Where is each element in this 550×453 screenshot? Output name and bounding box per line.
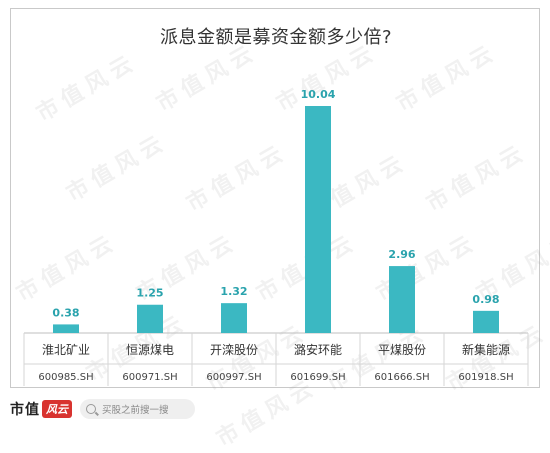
stock-code-label: 601918.SH (458, 372, 513, 383)
chart-frame: 派息金额是募资金额多少倍? (10, 8, 540, 388)
bar (137, 304, 163, 333)
bar-chart: 0.38 淮北矿业 600985.SH 1.25 恒源煤电 600971.SH 1.32 开滦… (23, 88, 529, 386)
stock-code-label: 600985.SH (38, 372, 93, 383)
data-label: 0.98 (472, 293, 499, 306)
category-label: 新集能源 (462, 342, 510, 357)
bar (389, 266, 415, 333)
brand-logo-text: 市值 (10, 401, 40, 418)
stock-code-label: 601666.SH (374, 372, 429, 383)
bar (53, 324, 79, 333)
brand-logo-badge: 风云 (42, 399, 72, 418)
stock-code-label: 600997.SH (206, 372, 261, 383)
bar (473, 310, 499, 333)
search-box[interactable]: 买股之前搜一搜 (80, 398, 195, 419)
search-placeholder: 买股之前搜一搜 (102, 404, 169, 416)
category-label: 淮北矿业 (42, 343, 90, 357)
data-label: 2.96 (388, 248, 415, 261)
category-label: 平煤股份 (378, 343, 426, 357)
bar (305, 106, 331, 333)
category-label: 开滦股份 (210, 342, 258, 357)
category-label: 恒源煤电 (126, 343, 174, 357)
search-icon (86, 403, 96, 414)
bar (221, 303, 247, 333)
category-label: 潞安环能 (294, 342, 342, 357)
chart-title: 派息金额是募资金额多少倍? (159, 27, 393, 48)
stock-code-label: 600971.SH (122, 372, 177, 383)
data-label: 10.04 (301, 88, 336, 101)
footer-bar: 市值 风云 买股之前搜一搜 (0, 392, 550, 425)
stock-code-label: 601699.SH (290, 372, 345, 383)
data-label: 1.32 (220, 285, 247, 298)
data-label: 0.38 (52, 306, 79, 319)
data-label: 1.25 (136, 287, 163, 300)
